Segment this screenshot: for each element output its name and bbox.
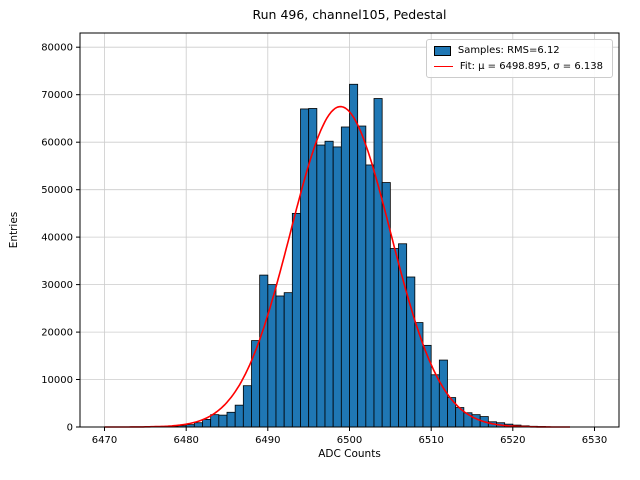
svg-text:30000: 30000 — [41, 280, 73, 291]
samples-swatch-icon — [433, 45, 451, 56]
svg-text:80000: 80000 — [41, 43, 73, 54]
svg-text:6490: 6490 — [255, 435, 280, 446]
svg-text:50000: 50000 — [41, 185, 73, 196]
chart-title: Run 496, channel105, Pedestal — [252, 7, 447, 22]
svg-text:6520: 6520 — [500, 435, 525, 446]
svg-text:6470: 6470 — [92, 435, 117, 446]
svg-text:6500: 6500 — [337, 435, 362, 446]
fit-line-swatch-icon — [433, 66, 453, 67]
legend-label-fit: Fit: μ = 6498.895, σ = 6.138 — [459, 61, 603, 72]
svg-text:6530: 6530 — [582, 435, 607, 446]
svg-text:70000: 70000 — [41, 90, 73, 101]
svg-text:6480: 6480 — [173, 435, 198, 446]
svg-text:40000: 40000 — [41, 233, 73, 244]
svg-text:6510: 6510 — [418, 435, 443, 446]
x-axis-label: ADC Counts — [318, 448, 381, 460]
svg-text:0: 0 — [67, 423, 73, 434]
svg-text:60000: 60000 — [41, 138, 73, 149]
svg-text:20000: 20000 — [41, 328, 73, 339]
svg-text:10000: 10000 — [41, 375, 73, 386]
legend-item-fit: Fit: μ = 6498.895, σ = 6.138 — [433, 61, 603, 72]
legend: Samples: RMS=6.12 Fit: μ = 6498.895, σ =… — [425, 39, 613, 78]
legend-item-samples: Samples: RMS=6.12 — [433, 45, 603, 56]
legend-label-samples: Samples: RMS=6.12 — [457, 45, 560, 56]
y-axis-label: Entries — [8, 211, 20, 249]
